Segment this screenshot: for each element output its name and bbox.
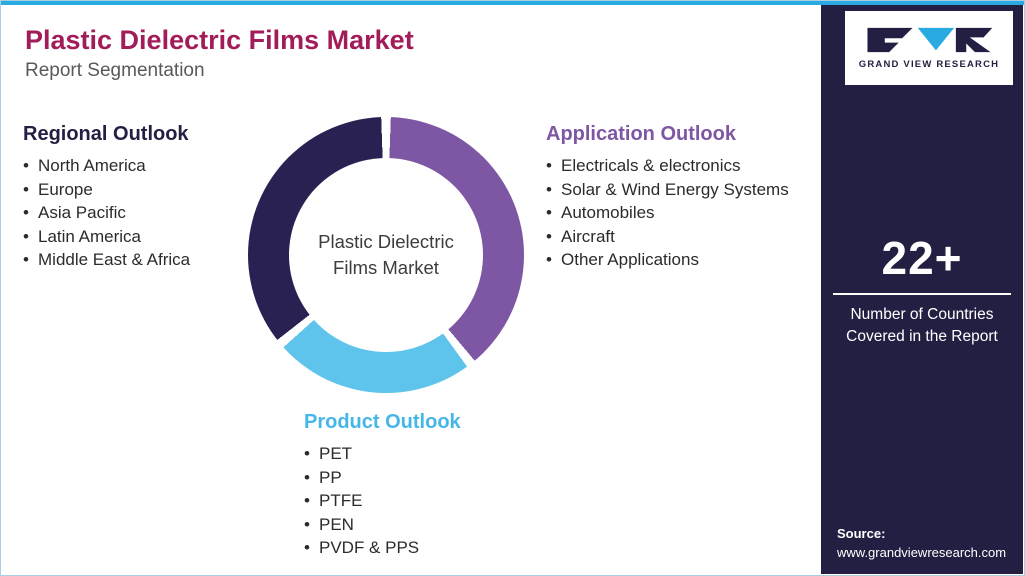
donut-center-label: Plastic Dielectric Films Market <box>318 229 454 281</box>
gvr-logo-mark <box>867 27 993 53</box>
product-outlook-section: Product Outlook PETPPPTFEPENPVDF & PPS <box>304 411 544 560</box>
list-item: PP <box>304 466 544 490</box>
list-item: Middle East & Africa <box>23 248 258 272</box>
application-outlook-heading: Application Outlook <box>546 123 736 145</box>
list-item: Solar & Wind Energy Systems <box>546 178 841 202</box>
regional-outlook-section: Regional Outlook North AmericaEuropeAsia… <box>23 123 258 272</box>
list-item: PVDF & PPS <box>304 536 544 560</box>
source-url: www.grandviewresearch.com <box>837 545 1007 560</box>
donut-center: Plastic Dielectric Films Market <box>289 158 483 352</box>
source-block: Source: www.grandviewresearch.com <box>821 526 1023 574</box>
donut-center-label-line2: Films Market <box>333 257 439 278</box>
list-item: PEN <box>304 513 544 537</box>
page-subtitle: Report Segmentation <box>25 60 205 81</box>
list-item: PET <box>304 442 544 466</box>
regional-outlook-heading: Regional Outlook <box>23 123 189 145</box>
gvr-logo: GRAND VIEW RESEARCH <box>845 11 1013 85</box>
list-item: Other Applications <box>546 248 841 272</box>
donut-center-label-line1: Plastic Dielectric <box>318 231 454 252</box>
regional-outlook-list: North AmericaEuropeAsia PacificLatin Ame… <box>23 154 258 272</box>
list-item: Automobiles <box>546 201 841 225</box>
countries-count: 22+ <box>881 232 963 284</box>
list-item: North America <box>23 154 258 178</box>
list-item: Aircraft <box>546 225 841 249</box>
sidebar: GRAND VIEW RESEARCH 22+ Number of Countr… <box>821 5 1023 574</box>
source-label: Source: <box>837 526 886 541</box>
countries-stat: 22+ Number of Countries Covered in the R… <box>821 231 1023 348</box>
top-accent-bar <box>1 1 1024 5</box>
application-outlook-list: Electricals & electronicsSolar & Wind En… <box>546 154 841 272</box>
page-title: Plastic Dielectric Films Market <box>25 25 414 55</box>
list-item: Electricals & electronics <box>546 154 841 178</box>
list-item: Asia Pacific <box>23 201 258 225</box>
stat-divider <box>833 293 1011 295</box>
list-item: Europe <box>23 178 258 202</box>
product-outlook-list: PETPPPTFEPENPVDF & PPS <box>304 442 544 560</box>
list-item: Latin America <box>23 225 258 249</box>
donut-chart: Plastic Dielectric Films Market <box>248 117 524 393</box>
countries-label: Number of Countries Covered in the Repor… <box>846 306 998 345</box>
application-outlook-section: Application Outlook Electricals & electr… <box>546 123 841 272</box>
gvr-logo-text: GRAND VIEW RESEARCH <box>858 59 1000 70</box>
list-item: PTFE <box>304 489 544 513</box>
product-outlook-heading: Product Outlook <box>304 411 461 433</box>
